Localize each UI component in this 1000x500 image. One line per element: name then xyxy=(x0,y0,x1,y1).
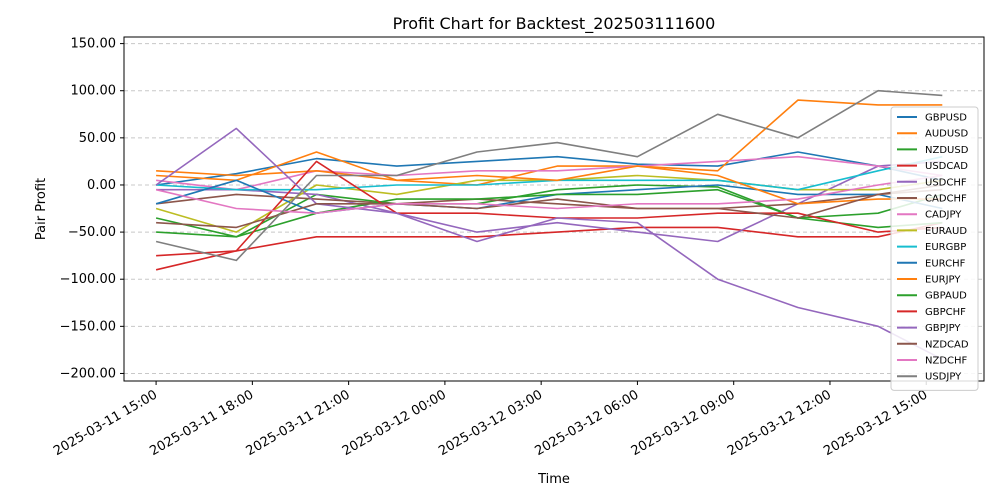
chart-title: Profit Chart for Backtest_202503111600 xyxy=(393,14,716,34)
legend-label: USDCHF xyxy=(925,177,967,188)
y-tick-label: −150.00 xyxy=(60,319,116,334)
legend-label: NZDCHF xyxy=(925,356,968,367)
legend-label: AUDUSD xyxy=(925,129,969,140)
series-line-usdchf xyxy=(156,160,943,243)
x-tick-label: 2025-03-12 12:00 xyxy=(725,387,834,459)
y-tick-label: −200.00 xyxy=(60,366,116,381)
series-line-gbpaud xyxy=(156,188,943,238)
legend-label: USDJPY xyxy=(925,372,962,383)
legend-label: CADJPY xyxy=(925,210,962,221)
series-line-usdcad xyxy=(156,221,943,257)
y-tick-label: 100.00 xyxy=(71,84,117,99)
legend-label: USDCAD xyxy=(925,161,968,172)
x-tick-label: 2025-03-12 09:00 xyxy=(629,387,738,459)
legend-label: GBPUSD xyxy=(925,113,967,124)
legend: GBPUSD AUDUSD NZDUSD USDCAD USDCHF CADCHF CADJ… xyxy=(890,106,979,391)
y-tick-label: −100.00 xyxy=(60,272,116,287)
x-tick-label: 2025-03-11 15:00 xyxy=(51,387,160,459)
series-line-cadjpy xyxy=(156,155,943,191)
y-tick-label: −50.00 xyxy=(68,225,116,240)
x-tick-label: 2025-03-12 03:00 xyxy=(436,387,545,459)
plot-frame xyxy=(123,36,985,382)
y-axis-title: Pair Profit xyxy=(34,178,49,240)
series-line-eurjpy xyxy=(156,165,943,205)
legend-label: CADCHF xyxy=(925,194,967,205)
x-tick-label: 2025-03-11 21:00 xyxy=(244,387,353,459)
x-tick-label: 2025-03-12 06:00 xyxy=(532,387,641,459)
series-lines xyxy=(155,89,943,361)
legend-label: NZDCAD xyxy=(925,339,969,350)
series-line-audusd xyxy=(156,99,943,186)
series-line-gbpusd xyxy=(155,151,943,186)
series-line-nzdusd xyxy=(155,184,943,238)
legend-label: GBPJPY xyxy=(925,323,961,334)
series-line-cadchf xyxy=(156,184,943,210)
legend-label: NZDUSD xyxy=(925,145,969,156)
legend-label: EURCHF xyxy=(925,258,966,269)
legend-label: GBPAUD xyxy=(925,291,967,302)
legend-label: EURJPY xyxy=(925,275,961,286)
legend-box xyxy=(890,106,979,391)
x-tick-label: 2025-03-12 15:00 xyxy=(821,387,930,459)
legend-label: GBPCHF xyxy=(925,307,966,318)
y-tick-label: 50.00 xyxy=(79,131,116,146)
y-axis: 150.00 100.00 50.00 0.00 −50.00 −100.00 −150.0… xyxy=(60,37,124,381)
x-tick-label: 2025-03-12 00:00 xyxy=(340,387,449,459)
series-line-nzdchf xyxy=(155,174,943,214)
x-tick-label: 2025-03-11 18:00 xyxy=(147,387,256,459)
legend-label: EURGBP xyxy=(925,242,966,253)
y-tick-label: 150.00 xyxy=(71,37,117,52)
series-line-gbpjpy xyxy=(155,127,943,361)
series-line-usdjpy xyxy=(155,89,943,262)
y-tick-label: 0.00 xyxy=(87,178,116,193)
x-axis-title: Time xyxy=(537,472,570,487)
legend-label: EURAUD xyxy=(925,226,967,237)
